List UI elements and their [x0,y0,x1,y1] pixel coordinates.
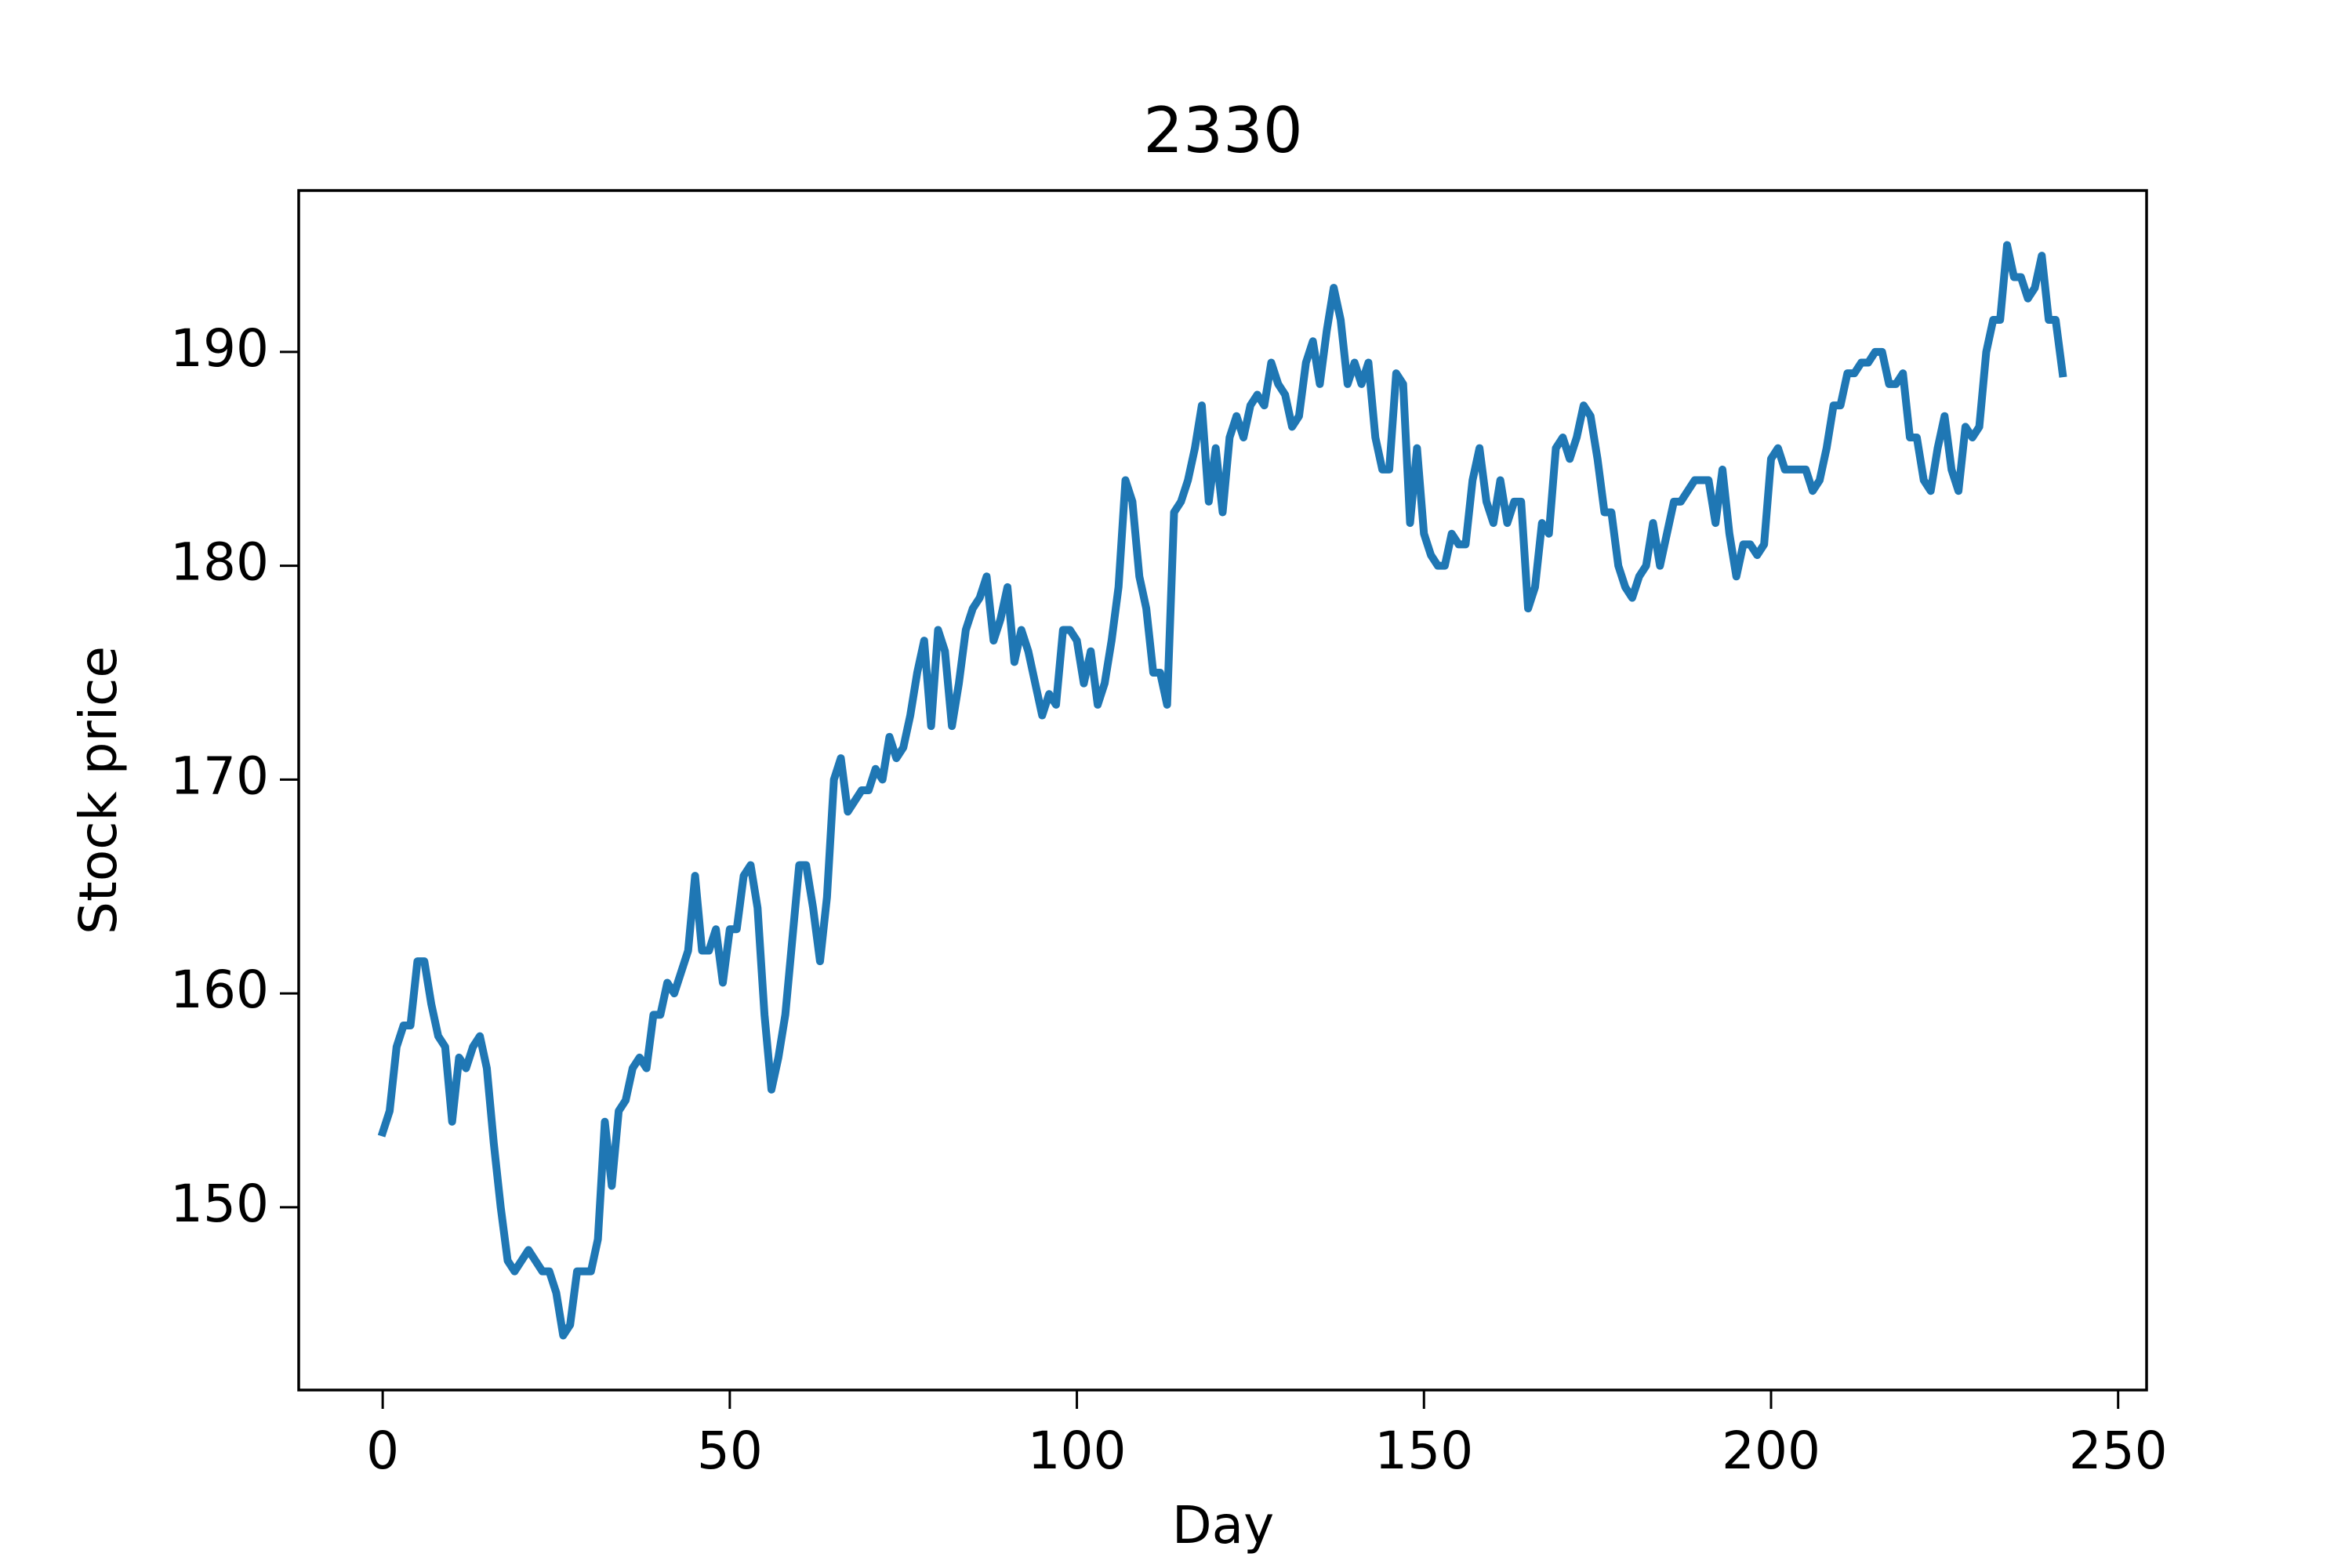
price-line [377,241,2067,1340]
x-tick-label: 100 [1028,1421,1127,1481]
x-tick-label: 50 [697,1421,763,1481]
y-tick-label: 160 [170,960,269,1020]
x-tick-label: 0 [366,1421,399,1481]
y-tick-label: 180 [170,532,269,593]
x-tick-label: 150 [1374,1421,1473,1481]
chart-title: 2330 [1143,94,1303,167]
x-tick-label: 250 [2069,1421,2168,1481]
y-tick-label: 150 [170,1174,269,1234]
y-tick-label: 170 [170,746,269,806]
plot-frame [297,189,2148,1392]
x-tick-label: 200 [1722,1421,1820,1481]
y-tick-label: 190 [170,318,269,379]
y-axis-label: Stock price [68,646,129,935]
x-axis-label: Day [1172,1495,1274,1555]
